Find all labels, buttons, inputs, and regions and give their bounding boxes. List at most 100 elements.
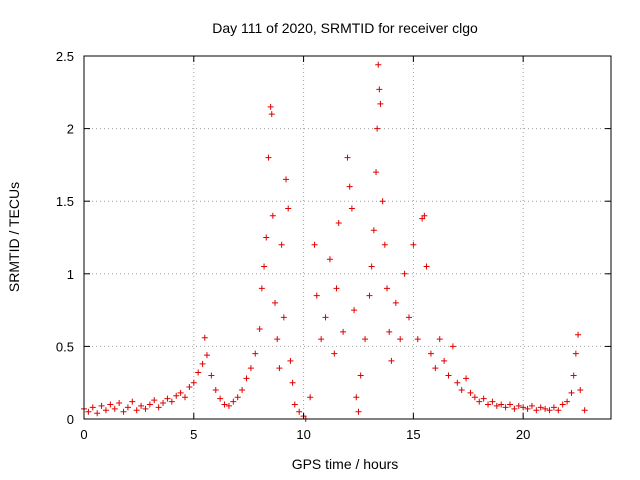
- x-tick-label: 0: [80, 427, 87, 442]
- data-point: [129, 398, 136, 405]
- data-point: [537, 404, 544, 411]
- y-tick-label: 0.5: [56, 339, 74, 354]
- data-point: [362, 336, 369, 343]
- data-point: [311, 241, 318, 248]
- data-point: [208, 372, 215, 379]
- data-point: [296, 408, 303, 415]
- data-point: [570, 372, 577, 379]
- data-point: [351, 307, 358, 314]
- x-tick-label: 10: [296, 427, 310, 442]
- data-point: [555, 407, 562, 414]
- data-point: [190, 379, 197, 386]
- data-point: [274, 336, 281, 343]
- data-point: [289, 379, 296, 386]
- data-point: [146, 401, 153, 408]
- data-point: [506, 401, 513, 408]
- data-point: [377, 100, 384, 107]
- x-axis-label: GPS time / hours: [292, 456, 399, 472]
- y-axis-label: SRMTID / TECUs: [6, 182, 22, 292]
- data-point: [467, 389, 474, 396]
- grid: [84, 56, 611, 419]
- data-point: [550, 404, 557, 411]
- data-point: [357, 372, 364, 379]
- chart-title: Day 111 of 2020, SRMTID for receiver clg…: [212, 20, 478, 36]
- data-point: [199, 360, 206, 367]
- data-point: [291, 401, 298, 408]
- data-point: [423, 263, 430, 270]
- data-point: [366, 292, 373, 299]
- data-point: [568, 389, 575, 396]
- data-point: [485, 401, 492, 408]
- data-point: [326, 256, 333, 263]
- data-point: [203, 352, 210, 359]
- data-point: [230, 398, 237, 405]
- data-point: [168, 398, 175, 405]
- data-point: [386, 328, 393, 335]
- data-point: [502, 404, 509, 411]
- data-point: [520, 404, 527, 411]
- data-point: [577, 386, 584, 393]
- data-point: [160, 400, 167, 407]
- data-point: [374, 125, 381, 132]
- y-tick-label: 0: [67, 412, 74, 427]
- data-point: [454, 379, 461, 386]
- plot-frame: [83, 55, 612, 420]
- data-point: [445, 372, 452, 379]
- y-tick-label: 2.5: [56, 49, 74, 64]
- data-point: [307, 394, 314, 401]
- data-point: [111, 405, 118, 412]
- data-point: [410, 241, 417, 248]
- data-point: [463, 375, 470, 382]
- data-point: [318, 336, 325, 343]
- data-point: [212, 386, 219, 393]
- data-point: [272, 299, 279, 306]
- data-point: [217, 395, 224, 402]
- data-point: [344, 154, 351, 161]
- data-point: [283, 176, 290, 183]
- data-point: [335, 219, 342, 226]
- data-point: [476, 398, 483, 405]
- data-point: [173, 392, 180, 399]
- data-point: [225, 402, 232, 409]
- data-point: [564, 398, 571, 405]
- data-point: [124, 404, 131, 411]
- axis-ticks: 0 0.5 1 1.5 2 2.5 0 5 10 15 20: [56, 49, 611, 442]
- data-point: [151, 397, 158, 404]
- data-point: [368, 263, 375, 270]
- data-point: [346, 183, 353, 190]
- data-point: [528, 402, 535, 409]
- data-point: [261, 263, 268, 270]
- data-point: [401, 270, 408, 277]
- data-point: [458, 386, 465, 393]
- data-point: [280, 314, 287, 321]
- data-point: [94, 410, 101, 417]
- data-point: [405, 314, 412, 321]
- x-tick-label: 20: [516, 427, 530, 442]
- data-point: [155, 404, 162, 411]
- data-point: [285, 205, 292, 212]
- data-point: [98, 402, 105, 409]
- data-point: [276, 365, 283, 372]
- data-point: [287, 357, 294, 364]
- data-point: [441, 357, 448, 364]
- data-point: [375, 61, 382, 68]
- data-point: [195, 369, 202, 376]
- data-point: [186, 384, 193, 391]
- data-point: [397, 336, 404, 343]
- data-point: [471, 394, 478, 401]
- data-point: [234, 394, 241, 401]
- data-point: [533, 407, 540, 414]
- data-point: [388, 357, 395, 364]
- data-point: [278, 241, 285, 248]
- data-point: [370, 227, 377, 234]
- data-point: [164, 395, 171, 402]
- data-point: [182, 394, 189, 401]
- data-point: [511, 405, 518, 412]
- data-point: [493, 402, 500, 409]
- data-point: [177, 389, 184, 396]
- data-point: [268, 111, 275, 118]
- data-point: [572, 350, 579, 357]
- data-point: [575, 331, 582, 338]
- data-point: [243, 375, 250, 382]
